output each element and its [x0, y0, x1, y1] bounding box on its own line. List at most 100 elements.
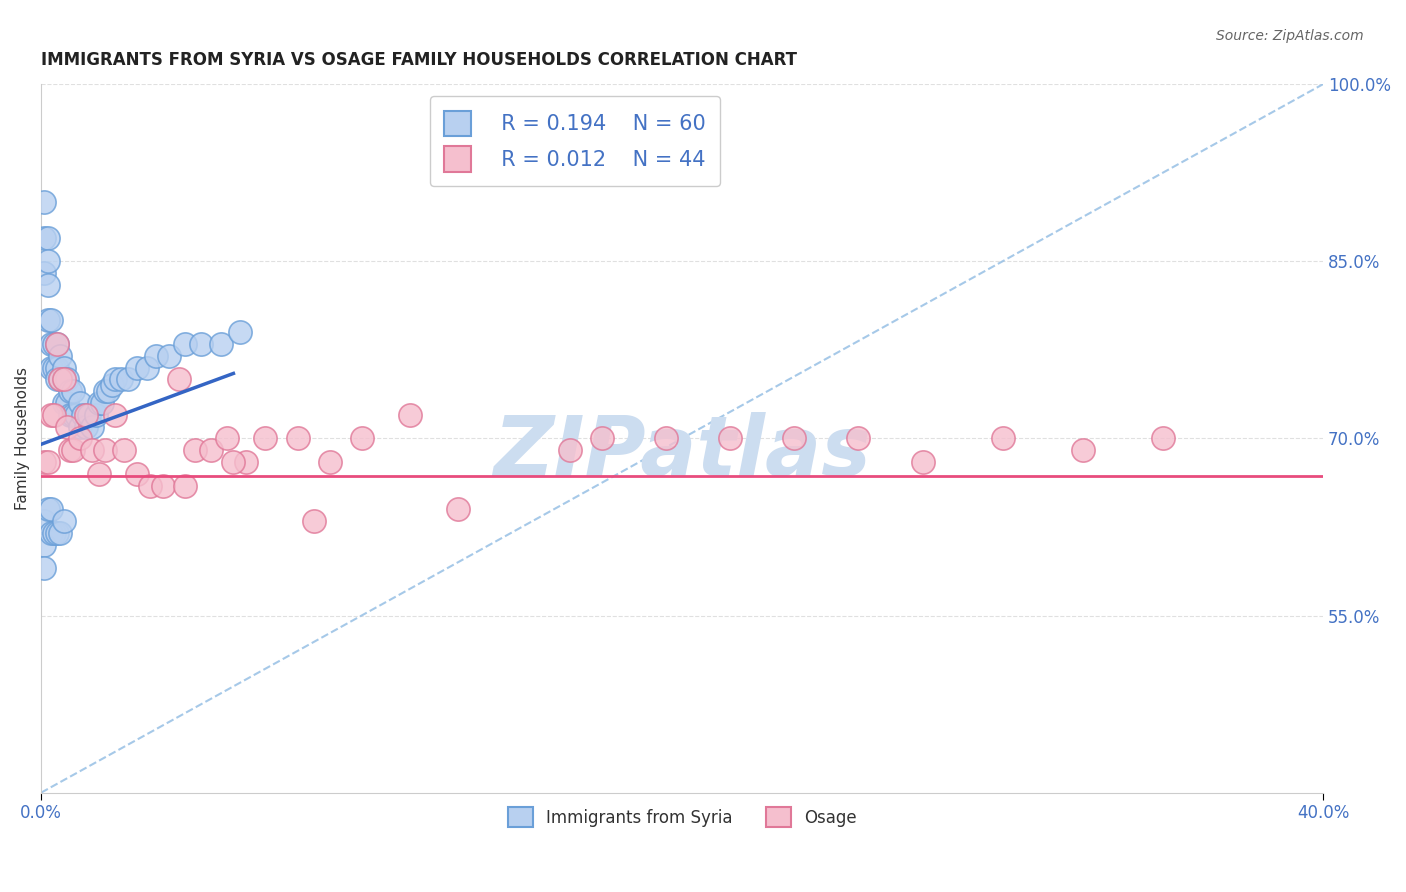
Point [104, 372, 127, 386]
Point [152, 478, 174, 492]
Point [55, 372, 77, 386]
Point [174, 337, 197, 351]
Point [209, 337, 232, 351]
Point [52, 396, 75, 410]
Point [34, 561, 56, 575]
Point [848, 431, 870, 445]
Point [62, 408, 84, 422]
Point [94, 443, 117, 458]
Point [37, 230, 59, 244]
Point [46, 337, 69, 351]
Point [69, 419, 91, 434]
Point [127, 360, 149, 375]
Point [97, 384, 120, 399]
Point [190, 337, 212, 351]
Text: Source: ZipAtlas.com: Source: ZipAtlas.com [1216, 29, 1364, 43]
Point [34, 455, 56, 469]
Point [34, 514, 56, 528]
Point [77, 408, 100, 422]
Point [49, 372, 72, 386]
Point [318, 455, 340, 469]
Point [65, 408, 87, 422]
Point [84, 408, 107, 422]
Point [39, 502, 62, 516]
Point [222, 455, 245, 469]
Point [46, 360, 69, 375]
Point [49, 349, 72, 363]
Legend: Immigrants from Syria, Osage: Immigrants from Syria, Osage [501, 800, 863, 834]
Point [69, 431, 91, 445]
Point [82, 443, 104, 458]
Point [398, 408, 420, 422]
Point [42, 525, 65, 540]
Point [37, 455, 59, 469]
Point [145, 349, 167, 363]
Point [302, 514, 325, 528]
Point [52, 360, 75, 375]
Point [62, 443, 84, 458]
Point [39, 337, 62, 351]
Point [100, 378, 122, 392]
Point [34, 538, 56, 552]
Point [55, 396, 77, 410]
Point [34, 266, 56, 280]
Point [200, 443, 222, 458]
Point [34, 230, 56, 244]
Point [87, 467, 110, 481]
Point [110, 372, 132, 386]
Point [39, 408, 62, 422]
Point [783, 431, 806, 445]
Point [94, 384, 117, 399]
Y-axis label: Family Households: Family Households [15, 367, 30, 510]
Point [655, 431, 678, 445]
Point [69, 396, 91, 410]
Point [1152, 431, 1174, 445]
Point [1071, 443, 1094, 458]
Point [72, 408, 94, 422]
Point [718, 431, 741, 445]
Point [591, 431, 613, 445]
Point [42, 337, 65, 351]
Point [37, 313, 59, 327]
Point [46, 337, 69, 351]
Point [37, 502, 59, 516]
Point [991, 431, 1014, 445]
Point [254, 431, 277, 445]
Point [52, 372, 75, 386]
Point [59, 443, 82, 458]
Point [39, 525, 62, 540]
Point [49, 525, 72, 540]
Point [911, 455, 934, 469]
Point [139, 478, 162, 492]
Point [82, 419, 104, 434]
Point [42, 360, 65, 375]
Point [174, 478, 197, 492]
Point [59, 384, 82, 399]
Point [215, 431, 238, 445]
Point [42, 408, 65, 422]
Point [46, 525, 69, 540]
Point [52, 372, 75, 386]
Point [127, 467, 149, 481]
Point [87, 396, 110, 410]
Point [447, 502, 470, 516]
Text: IMMIGRANTS FROM SYRIA VS OSAGE FAMILY HOUSEHOLDS CORRELATION CHART: IMMIGRANTS FROM SYRIA VS OSAGE FAMILY HO… [41, 51, 797, 69]
Point [117, 372, 139, 386]
Point [114, 443, 136, 458]
Point [75, 408, 97, 422]
Point [37, 254, 59, 268]
Text: ZIPatlas: ZIPatlas [494, 412, 872, 493]
Point [350, 431, 373, 445]
Point [62, 384, 84, 399]
Point [49, 372, 72, 386]
Point [37, 277, 59, 292]
Point [34, 195, 56, 210]
Point [157, 349, 180, 363]
Point [46, 372, 69, 386]
Point [104, 408, 127, 422]
Point [39, 313, 62, 327]
Point [39, 360, 62, 375]
Point [135, 360, 157, 375]
Point [235, 455, 257, 469]
Point [91, 396, 114, 410]
